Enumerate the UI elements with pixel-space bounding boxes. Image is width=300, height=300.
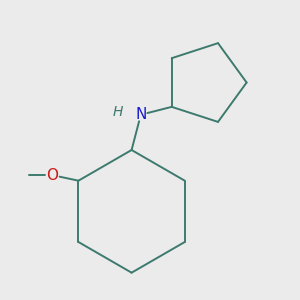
- Text: N: N: [135, 107, 146, 122]
- Text: O: O: [46, 168, 58, 183]
- Text: H: H: [112, 105, 123, 119]
